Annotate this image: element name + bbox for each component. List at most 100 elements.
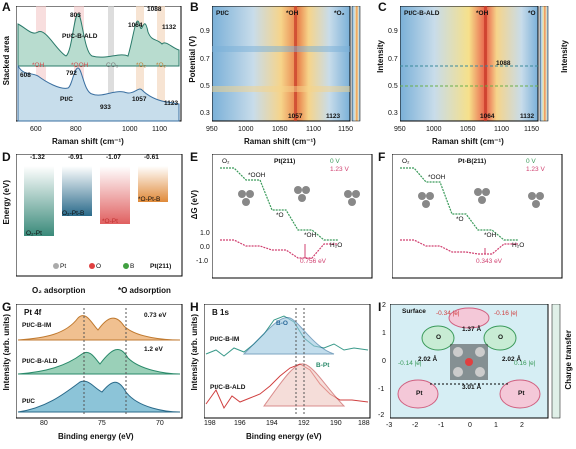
panel-a-plot: [16, 6, 182, 122]
panel-label-i: I: [378, 300, 382, 314]
b-xtick-1150: 1150: [338, 126, 354, 133]
i-xtick-m2: -2: [412, 422, 419, 429]
e-legend-123v: 1.23 V: [330, 166, 349, 173]
i-xtick-m1: -1: [438, 422, 445, 429]
panel-b-xlabel: Raman shift (cm⁻¹): [244, 137, 316, 146]
i-ytick-m2: -2: [378, 412, 385, 419]
i-ytick-1: 1: [382, 330, 386, 337]
panel-label-e: E: [190, 150, 199, 164]
g-trace-ald: Pt/C-B-ALD: [22, 358, 58, 365]
c-ytick-0.7: 0.7: [388, 56, 398, 63]
g-shift-1: 0.73 eV: [144, 312, 167, 319]
b-ytick-0.7: 0.7: [200, 56, 210, 63]
i-charge-3: -0.14 |e|: [398, 360, 422, 367]
panel-b-ylabel: Potential (V): [188, 36, 197, 83]
peak-1064: 1064: [128, 22, 143, 29]
panel-label-g: G: [2, 300, 12, 314]
peak-1123: 1123: [164, 100, 179, 107]
f-species-h2o: H₂O: [512, 242, 525, 249]
i-atom-o2: O: [498, 334, 504, 341]
panel-e-ylabel: ΔG (eV): [190, 190, 199, 220]
i-xtick-1: 1: [494, 422, 498, 429]
i-xtick-0: 0: [468, 422, 472, 429]
i-charge-2: -0.16 |e|: [494, 310, 518, 317]
band-label-ooh: *OOH: [71, 62, 89, 69]
g-title: Pt 4f: [24, 308, 42, 317]
peak-803: 803: [70, 12, 81, 19]
b-ytick-0.5: 0.5: [200, 83, 210, 90]
panel-g-ylabel: Intensity (arb. units): [2, 314, 11, 391]
panel-i-ylabel: Charge transfer: [564, 330, 573, 390]
h-trace-im: Pt/C-B-IM: [210, 336, 240, 343]
e-title: Pt(211): [274, 158, 296, 165]
b-marker-1057: 1057: [288, 113, 303, 120]
i-top-label: Surface: [402, 308, 426, 315]
panel-label-f: F: [378, 150, 386, 164]
d-val-2: -0.91: [68, 154, 83, 161]
a-xtick-600: 600: [30, 126, 42, 133]
f-title: Pt-B(211): [458, 158, 487, 165]
e-ytick-1: 1.0: [200, 230, 210, 237]
d-val-1: -1.32: [30, 154, 45, 161]
bar-o2-pt: [24, 166, 54, 236]
c-label-o: *O: [528, 10, 536, 17]
f-species-oh: *OH: [484, 232, 497, 239]
c-marker-1064: 1064: [480, 113, 495, 120]
panel-g-xlabel: Binding energy (eV): [58, 432, 134, 441]
d-caption-left: O₂ adsorption: [32, 286, 86, 295]
panel-f: F Pt-B(211) 0 V 1.23 V O₂ *OOH *O *OH H₂…: [376, 150, 576, 300]
a-xtick-1100: 1100: [152, 126, 168, 133]
b-label-oh: *OH: [286, 10, 299, 17]
c-ytick-0.5: 0.5: [388, 83, 398, 90]
b-xtick-1000: 1000: [238, 126, 254, 133]
panel-a: A Stacked area Pt/C-B-ALD Pt/C 803 1064 …: [0, 0, 188, 150]
d-bar-label-1: O₂-Pt: [26, 230, 42, 237]
panel-c-xlabel: Raman shift (cm⁻¹): [432, 137, 504, 146]
panel-label-c: C: [378, 0, 387, 14]
panel-i: I Surface -0.34 |e| -0.16 |e| -0.14 |e| …: [376, 300, 576, 449]
c-marker-1088: 1088: [496, 60, 511, 67]
panel-d-bars: [16, 154, 183, 277]
g-xtick-80: 80: [40, 420, 48, 427]
panel-label-b: B: [190, 0, 199, 14]
h-xtick-188: 188: [358, 420, 370, 427]
trace-pt-c: [17, 64, 180, 122]
i-dist-1: 1.37 Å: [462, 326, 482, 333]
f-delta: 0.343 eV: [476, 258, 503, 265]
b-marker-1123: 1123: [326, 113, 341, 120]
i-dist-3: 2.02 Å: [502, 356, 522, 363]
d-legend-pt: Pt: [60, 263, 67, 270]
h-xtick-192: 192: [298, 420, 310, 427]
f-legend-0v: 0 V: [526, 158, 536, 165]
g-xtick-75: 75: [98, 420, 106, 427]
i-ytick-2: 2: [382, 302, 386, 309]
peak-1057: 1057: [132, 96, 147, 103]
panel-h-ylabel: Intensity (arb. units): [190, 314, 199, 391]
i-dist-2: 2.02 Å: [418, 356, 438, 363]
c-xtick-1100: 1100: [494, 126, 510, 133]
i-charge-1: -0.34 |e|: [436, 310, 460, 317]
band-label-o2b: *O₂: [156, 62, 167, 69]
c-xtick-1050: 1050: [460, 126, 476, 133]
panel-a-xlabel: Raman shift (cm⁻¹): [52, 137, 124, 146]
g-trace-im: Pt/C-B-IM: [22, 322, 52, 329]
peak-1132: 1132: [162, 24, 177, 31]
e-ytick-0: 0.0: [200, 244, 210, 251]
band-label-co3: CO₃: [106, 62, 119, 69]
panel-h-plot: [204, 304, 371, 419]
d-val-3: -1.07: [106, 154, 121, 161]
i-xtick-m3: -3: [386, 422, 393, 429]
h-trace-ald: Pt/C-B-ALD: [210, 384, 246, 391]
panel-d: D Energy (eV) -1.32 -0.91 -1.07 -0.61 O₂…: [0, 150, 188, 300]
peak-933: 933: [100, 104, 111, 111]
h-xtick-194: 194: [266, 420, 278, 427]
c-label-oh: *OH: [476, 10, 489, 17]
panel-c-heatmap: [400, 6, 549, 122]
e-species-oh: *OH: [304, 232, 317, 239]
d-bar-label-3: *O-Pt: [102, 218, 118, 225]
b-xtick-1100: 1100: [306, 126, 322, 133]
e-delta: 0.756 eV: [300, 258, 327, 265]
e-legend-0v: 0 V: [330, 158, 340, 165]
panel-label-h: H: [190, 300, 199, 314]
panel-label-a: A: [2, 0, 11, 14]
